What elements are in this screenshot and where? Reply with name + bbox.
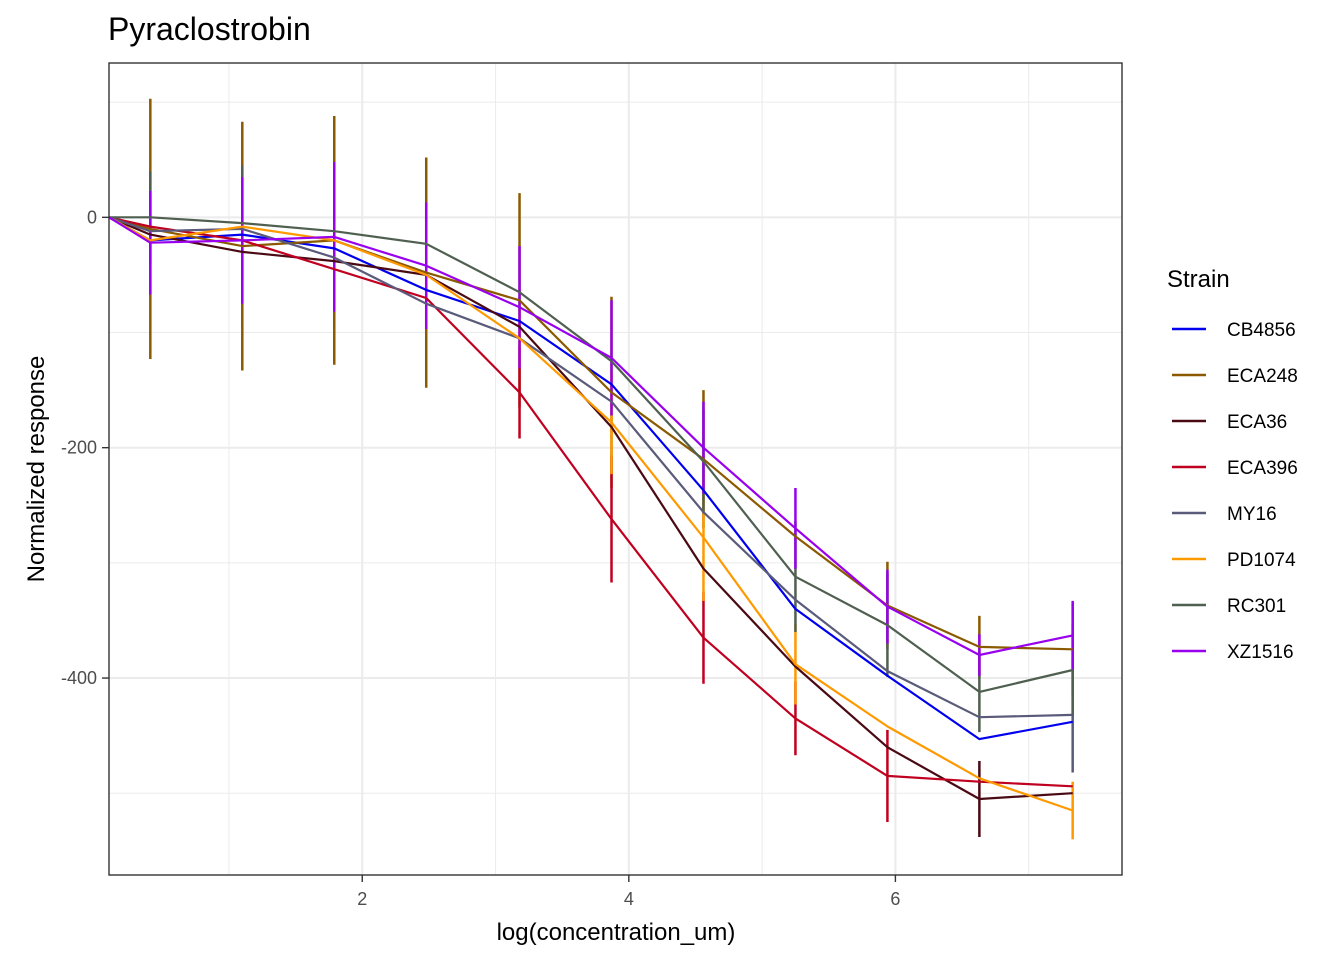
y-tick-label: 0: [87, 207, 97, 227]
legend-item: CB4856: [1172, 320, 1296, 341]
y-axis-title: Normalized response: [23, 356, 50, 583]
series-line-RC301: [109, 216, 1073, 694]
legend-label: ECA396: [1227, 458, 1298, 479]
legend-item: ECA248: [1172, 366, 1298, 387]
legend-label: MY16: [1227, 504, 1277, 525]
chart-title: Pyraclostrobin: [108, 11, 311, 47]
legend-item: ECA396: [1172, 458, 1298, 479]
series-line-ECA248: [108, 216, 1073, 651]
legend-item: XZ1516: [1172, 642, 1294, 663]
plot-content: [108, 98, 1074, 840]
series-line-MY16: [108, 216, 1073, 719]
legend-item: ECA36: [1172, 412, 1287, 433]
legend-label: CB4856: [1227, 320, 1296, 341]
x-tick-label: 2: [357, 889, 367, 909]
legend-item: PD1074: [1172, 550, 1296, 571]
legend-label: XZ1516: [1227, 642, 1294, 663]
panel-border: [108, 62, 1123, 876]
legend-item: MY16: [1172, 504, 1277, 525]
legend-label: PD1074: [1227, 550, 1296, 571]
series-line-PD1074: [108, 216, 1074, 812]
legend-title: Strain: [1167, 266, 1230, 293]
legend: Strain CB4856 ECA248 ECA36 ECA396 MY16 PD1074…: [1167, 266, 1298, 663]
x-tick-label: 4: [624, 889, 634, 909]
y-tick-label: -400: [61, 668, 97, 688]
legend-label: ECA248: [1227, 366, 1298, 387]
x-tick-label: 6: [890, 889, 900, 909]
legend-label: ECA36: [1227, 412, 1287, 433]
axes: 2 4 6 0 -200 -400: [61, 207, 900, 909]
grid: [109, 63, 1122, 875]
legend-item: RC301: [1172, 596, 1286, 617]
series-line-ECA396: [108, 216, 1073, 788]
series-line-XZ1516: [108, 216, 1073, 657]
series-line-CB4856: [108, 216, 1073, 741]
legend-label: RC301: [1227, 596, 1286, 617]
y-tick-label: -200: [61, 438, 97, 458]
x-axis-title: log(concentration_um): [497, 919, 736, 946]
series-line-ECA36: [108, 216, 1073, 801]
